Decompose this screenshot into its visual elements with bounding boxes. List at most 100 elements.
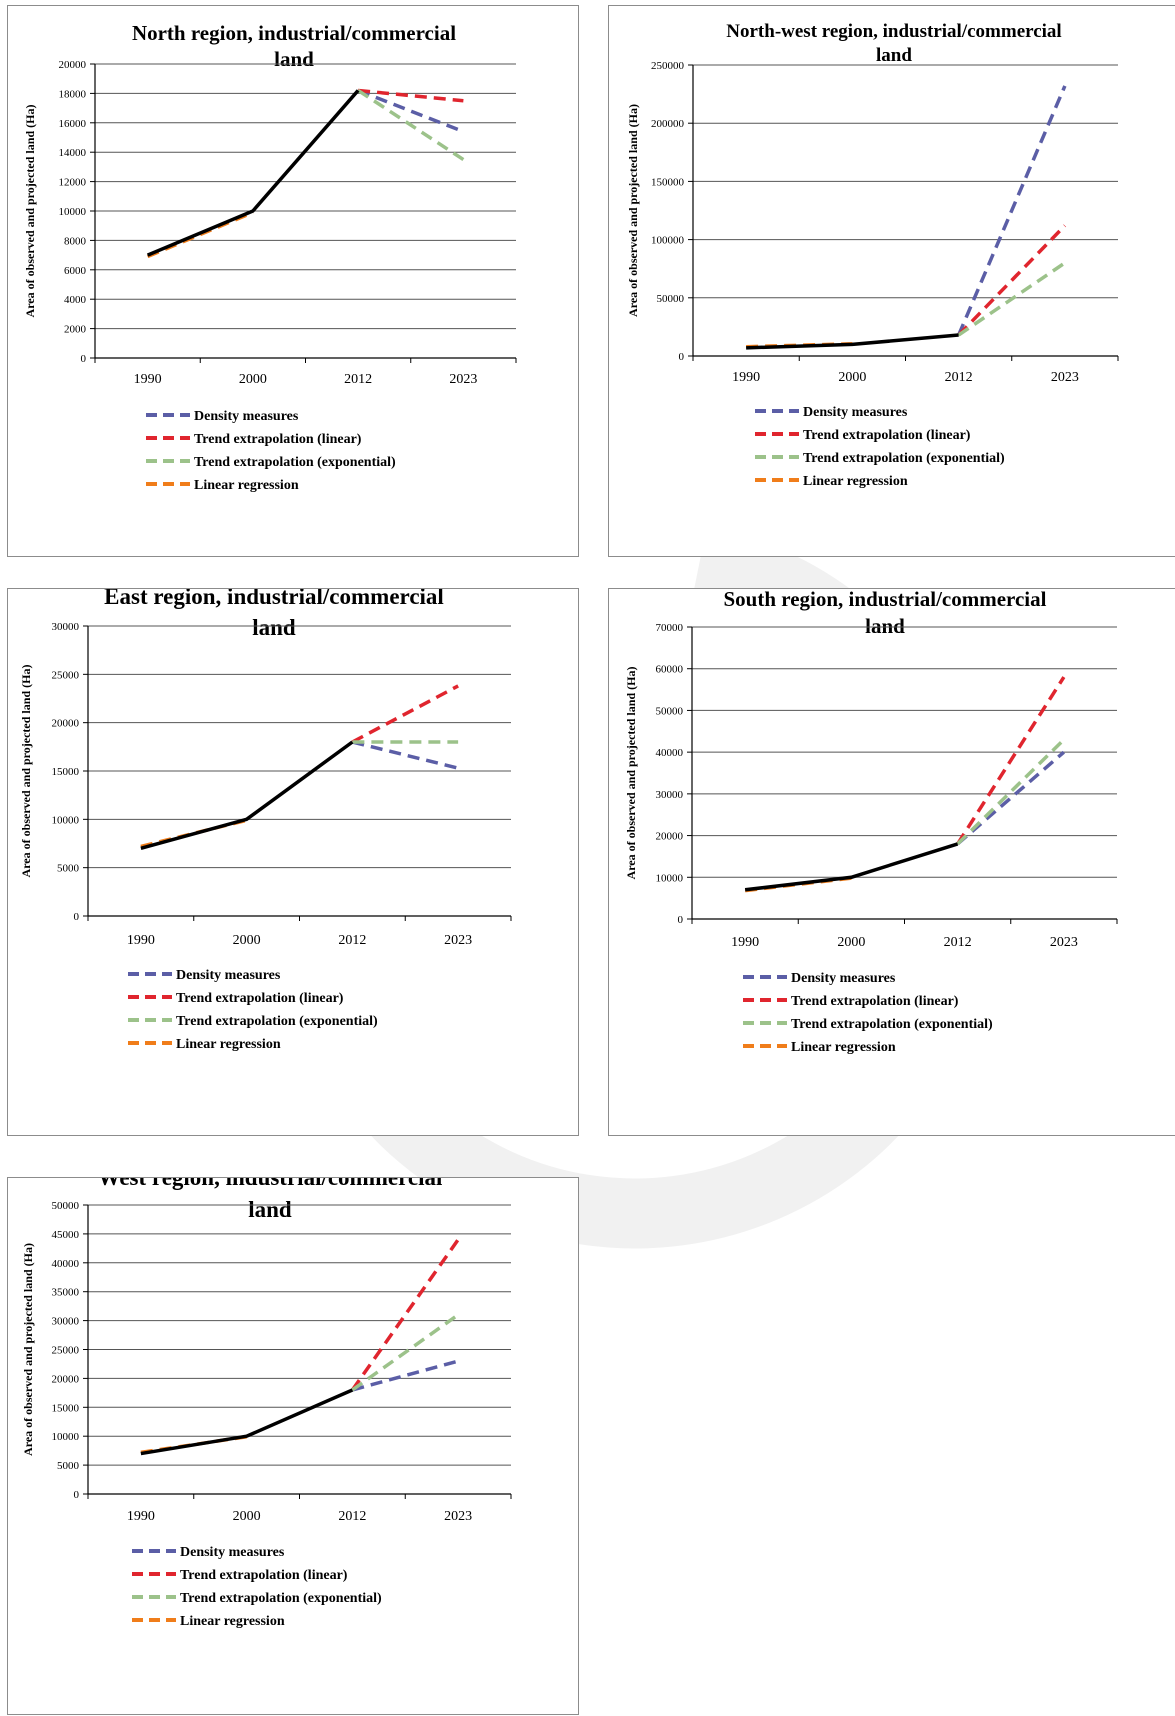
y-tick-label: 0 bbox=[81, 353, 87, 365]
chart-group: North region, industrial/commercial landN… bbox=[23, 21, 517, 493]
y-tick-label: 6000 bbox=[64, 265, 87, 277]
x-tick-label: 2000 bbox=[233, 933, 261, 948]
y-tick-label: 45000 bbox=[52, 1229, 80, 1241]
legend-label: Linear regression bbox=[194, 478, 299, 493]
y-tick-label: 50000 bbox=[52, 1200, 80, 1212]
chart-svg-east: East region, industrial/commercial landEa… bbox=[19, 589, 512, 1052]
y-tick-label: 50000 bbox=[656, 705, 684, 717]
chart-group: North-west region, industrial/commercial… bbox=[626, 21, 1119, 489]
y-tick-label: 16000 bbox=[59, 118, 87, 130]
x-tick-label: 2012 bbox=[338, 933, 366, 948]
x-tick-label: 2023 bbox=[444, 933, 472, 948]
series-line-trend-extrapolation-linear bbox=[350, 1238, 460, 1391]
y-tick-label: 70000 bbox=[656, 622, 684, 634]
x-tick-label: 1990 bbox=[127, 933, 155, 948]
legend-label: Trend extrapolation (exponential) bbox=[176, 1014, 378, 1029]
y-tick-label: 5000 bbox=[57, 1460, 80, 1472]
legend-label: Density measures bbox=[194, 409, 299, 424]
observed-line bbox=[746, 333, 959, 350]
x-tick-label: 1990 bbox=[731, 935, 759, 950]
chart-title: North region, industrial/commercial landN… bbox=[132, 21, 456, 71]
y-tick-label: 150000 bbox=[651, 176, 685, 188]
legend-label: Trend extrapolation (exponential) bbox=[791, 1017, 993, 1032]
chart-title: West region, industrial/commerciallandWe… bbox=[98, 1178, 443, 1222]
y-tick-label: 40000 bbox=[656, 747, 684, 759]
y-tick-label: 30000 bbox=[52, 621, 80, 633]
x-tick-label: 2000 bbox=[233, 1509, 261, 1524]
x-tick-label: 1990 bbox=[732, 370, 760, 385]
series-line-trend-extrapolation-linear bbox=[357, 88, 464, 103]
y-tick-label: 15000 bbox=[52, 1402, 80, 1414]
chart-group: South region, industrial/commercial landS… bbox=[624, 589, 1118, 1055]
y-tick-label: 0 bbox=[74, 1489, 80, 1501]
legend-label: Trend extrapolation (linear) bbox=[791, 994, 959, 1009]
y-tick-label: 60000 bbox=[656, 664, 684, 676]
y-tick-label: 0 bbox=[74, 911, 80, 923]
y-tick-label: 10000 bbox=[59, 206, 87, 218]
x-tick-label: 2023 bbox=[444, 1509, 472, 1524]
y-tick-label: 25000 bbox=[52, 669, 80, 681]
legend-label: Density measures bbox=[180, 1545, 285, 1560]
series-line-trend-extrapolation-linear bbox=[351, 684, 459, 744]
legend-label: Trend extrapolation (exponential) bbox=[803, 451, 1005, 466]
series-line-density-measures bbox=[957, 85, 1067, 336]
y-tick-label: 100000 bbox=[651, 235, 685, 247]
observed-line bbox=[146, 89, 360, 257]
y-tick-label: 4000 bbox=[64, 294, 87, 306]
y-tick-label: 5000 bbox=[57, 863, 80, 875]
y-tick-label: 10000 bbox=[52, 1431, 80, 1443]
y-tick-label: 30000 bbox=[52, 1316, 80, 1328]
legend-label: Linear regression bbox=[180, 1614, 285, 1629]
y-tick-label: 50000 bbox=[657, 293, 685, 305]
y-tick-label: 200000 bbox=[651, 118, 685, 130]
series-line-trend-extrapolation-exponential bbox=[956, 738, 1066, 846]
y-tick-label: 0 bbox=[678, 914, 684, 926]
chart-north-west-region: North-west region, industrial/commercial… bbox=[608, 5, 1175, 557]
legend-label: Density measures bbox=[176, 968, 281, 983]
y-tick-label: 35000 bbox=[52, 1287, 80, 1299]
y-tick-label: 14000 bbox=[59, 147, 87, 159]
chart-east-region: East region, industrial/commerciallandEa… bbox=[7, 588, 579, 1136]
y-tick-label: 40000 bbox=[52, 1258, 80, 1270]
y-tick-label: 20000 bbox=[656, 831, 684, 843]
series-line-trend-extrapolation-exponential bbox=[357, 88, 465, 162]
x-tick-label: 2000 bbox=[239, 372, 267, 387]
y-axis-label: Area of observed and projected land (Ha) bbox=[624, 667, 638, 880]
chart-svg-north-west: North-west region, industrial/commercial… bbox=[626, 21, 1119, 489]
x-tick-label: 2000 bbox=[837, 935, 865, 950]
y-tick-label: 20000 bbox=[52, 1373, 80, 1385]
chart-south-region: South region, industrial/commerciallandS… bbox=[608, 588, 1175, 1136]
chart-svg-west: West region, industrial/commerciallandWe… bbox=[21, 1178, 512, 1629]
y-tick-label: 20000 bbox=[59, 59, 87, 71]
legend-label: Trend extrapolation (exponential) bbox=[194, 455, 396, 470]
chart-title: North-west region, industrial/commercial… bbox=[726, 21, 1061, 66]
y-tick-label: 15000 bbox=[52, 766, 80, 778]
chart-svg-north: North region, industrial/commercial landN… bbox=[23, 21, 517, 493]
y-tick-label: 10000 bbox=[656, 872, 684, 884]
x-tick-label: 2012 bbox=[944, 935, 972, 950]
x-tick-label: 2000 bbox=[838, 370, 866, 385]
x-tick-label: 1990 bbox=[134, 372, 162, 387]
x-tick-label: 2012 bbox=[338, 1509, 366, 1524]
x-tick-label: 1990 bbox=[127, 1509, 155, 1524]
y-axis-label: Area of observed and projected land (Ha) bbox=[626, 104, 640, 317]
y-tick-label: 18000 bbox=[59, 88, 87, 100]
series-line-trend-extrapolation-exponential bbox=[351, 1313, 460, 1392]
chart-group: West region, industrial/commerciallandWe… bbox=[21, 1178, 512, 1629]
legend-label: Linear regression bbox=[803, 474, 908, 489]
y-tick-label: 250000 bbox=[651, 60, 685, 72]
legend-label: Linear regression bbox=[791, 1040, 896, 1055]
y-tick-label: 30000 bbox=[656, 789, 684, 801]
legend-label: Trend extrapolation (linear) bbox=[180, 1568, 348, 1583]
y-axis-label: Area of observed and projected land (Ha) bbox=[21, 1243, 35, 1456]
series-line-trend-extrapolation-linear bbox=[956, 676, 1066, 845]
chart-svg-south: South region, industrial/commercial landS… bbox=[624, 589, 1118, 1055]
y-tick-label: 10000 bbox=[52, 814, 80, 826]
x-tick-label: 2023 bbox=[1050, 935, 1078, 950]
chart-title: South region, industrial/commercial landS… bbox=[724, 589, 1047, 638]
series-line-trend-extrapolation-linear bbox=[957, 224, 1067, 337]
series-line-density-measures bbox=[351, 740, 459, 770]
legend-label: Trend extrapolation (linear) bbox=[194, 432, 362, 447]
chart-title: East region, industrial/commercial landEa… bbox=[104, 589, 444, 640]
chart-west-region: West region, industrial/commerciallandWe… bbox=[7, 1177, 579, 1715]
